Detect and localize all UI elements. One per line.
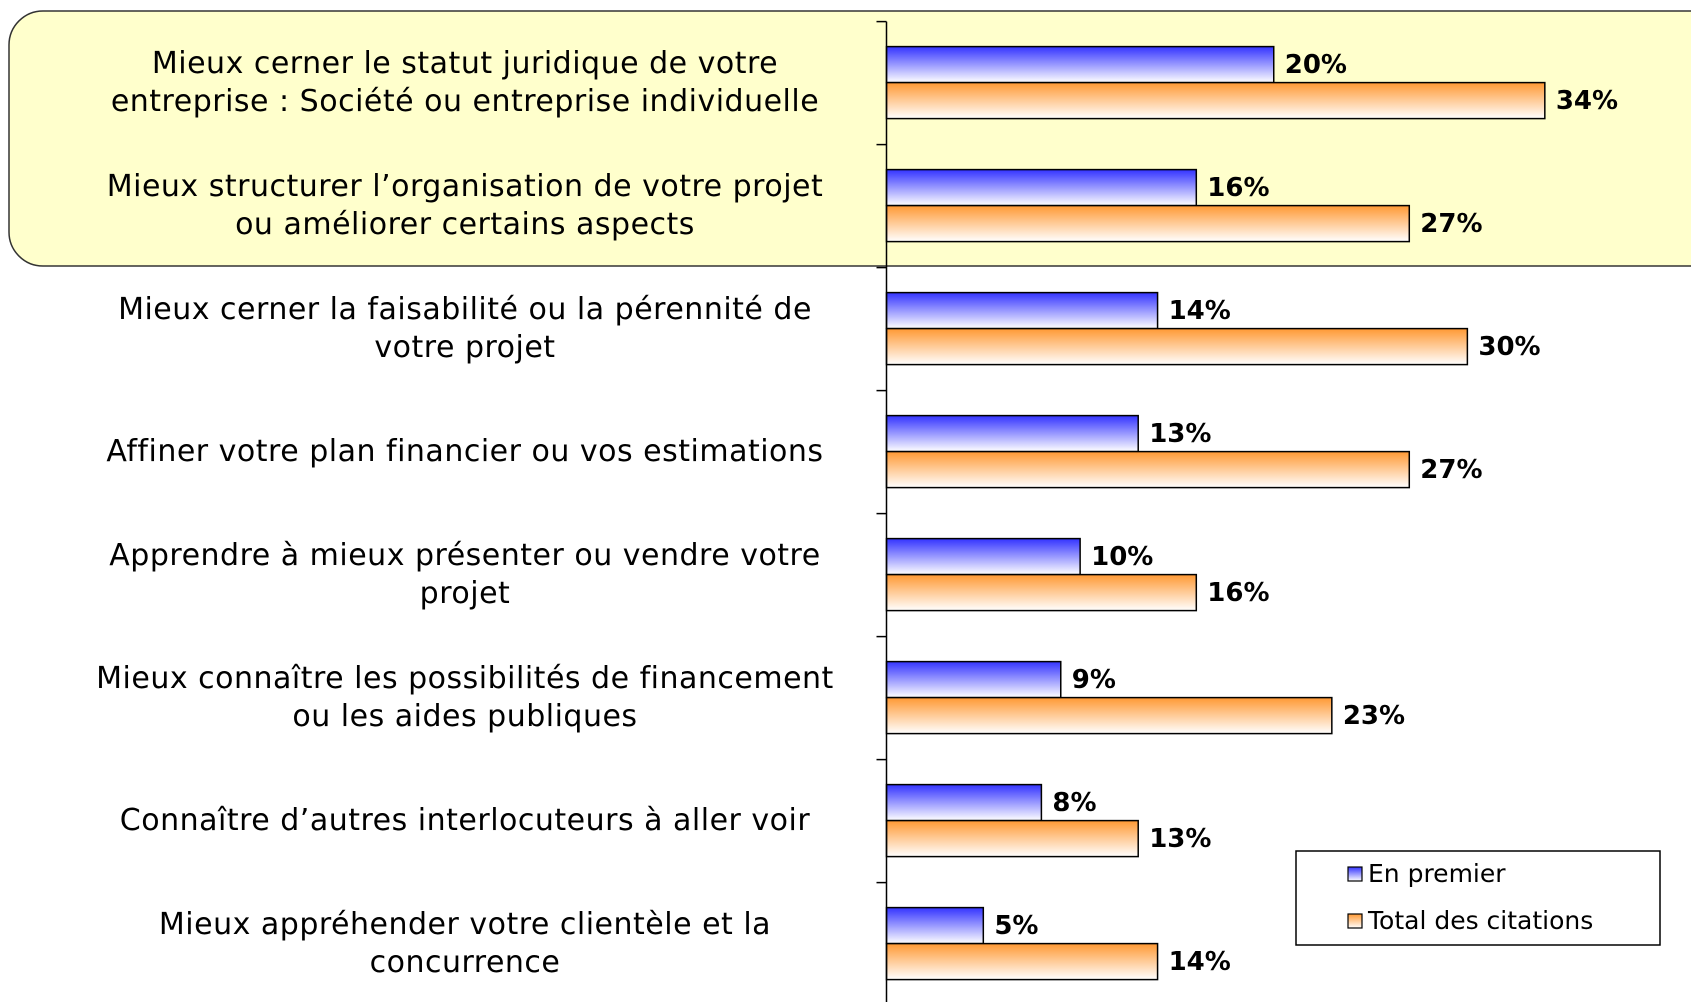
bar — [885, 942, 1159, 981]
bar — [885, 45, 1275, 84]
bar — [885, 660, 1062, 699]
bar — [885, 573, 1198, 612]
bar — [885, 906, 985, 945]
value-label: 10% — [1091, 542, 1153, 572]
bar — [885, 819, 1139, 858]
value-label: 34% — [1556, 86, 1618, 116]
legend-swatch — [1347, 866, 1363, 882]
value-label: 16% — [1207, 578, 1269, 608]
legend-label: Total des citations — [1367, 906, 1593, 935]
value-label: 27% — [1420, 455, 1482, 485]
value-label: 14% — [1169, 296, 1231, 326]
bar — [885, 414, 1139, 453]
value-label: 13% — [1149, 419, 1211, 449]
value-label: 20% — [1285, 50, 1347, 80]
category-label: Apprendre à mieux présenter ou vendre vo… — [109, 537, 821, 611]
category-label: Mieux cerner le statut juridique de votr… — [110, 45, 820, 119]
value-label: 30% — [1478, 332, 1540, 362]
legend-label: En premier — [1368, 859, 1506, 888]
bar — [885, 291, 1159, 330]
bar — [885, 783, 1043, 822]
bar — [885, 81, 1546, 120]
bar — [885, 450, 1411, 489]
category-label: Connaître d’autres interlocuteurs à alle… — [119, 802, 811, 838]
category-label: Mieux structurer l’organisation de votre… — [106, 168, 824, 242]
category-label: Mieux cerner la faisabilité ou la pérenn… — [118, 291, 812, 365]
value-label: 23% — [1343, 701, 1405, 731]
category-label: Affiner votre plan financier ou vos esti… — [106, 433, 824, 469]
bar — [885, 537, 1081, 576]
category-label: Mieux appréhender votre clientèle et la … — [158, 906, 772, 980]
bar — [885, 327, 1469, 366]
value-label: 13% — [1149, 824, 1211, 854]
legend-swatch — [1347, 913, 1363, 929]
value-label: 9% — [1072, 665, 1116, 695]
value-label: 27% — [1420, 209, 1482, 239]
category-label: Mieux connaître les possibilités de fina… — [96, 660, 834, 734]
value-label: 14% — [1169, 947, 1231, 977]
value-label: 5% — [994, 911, 1038, 941]
bar — [885, 168, 1198, 207]
value-label: 8% — [1052, 788, 1096, 818]
bar — [885, 204, 1411, 243]
value-label: 16% — [1207, 173, 1269, 203]
bar — [885, 696, 1333, 735]
